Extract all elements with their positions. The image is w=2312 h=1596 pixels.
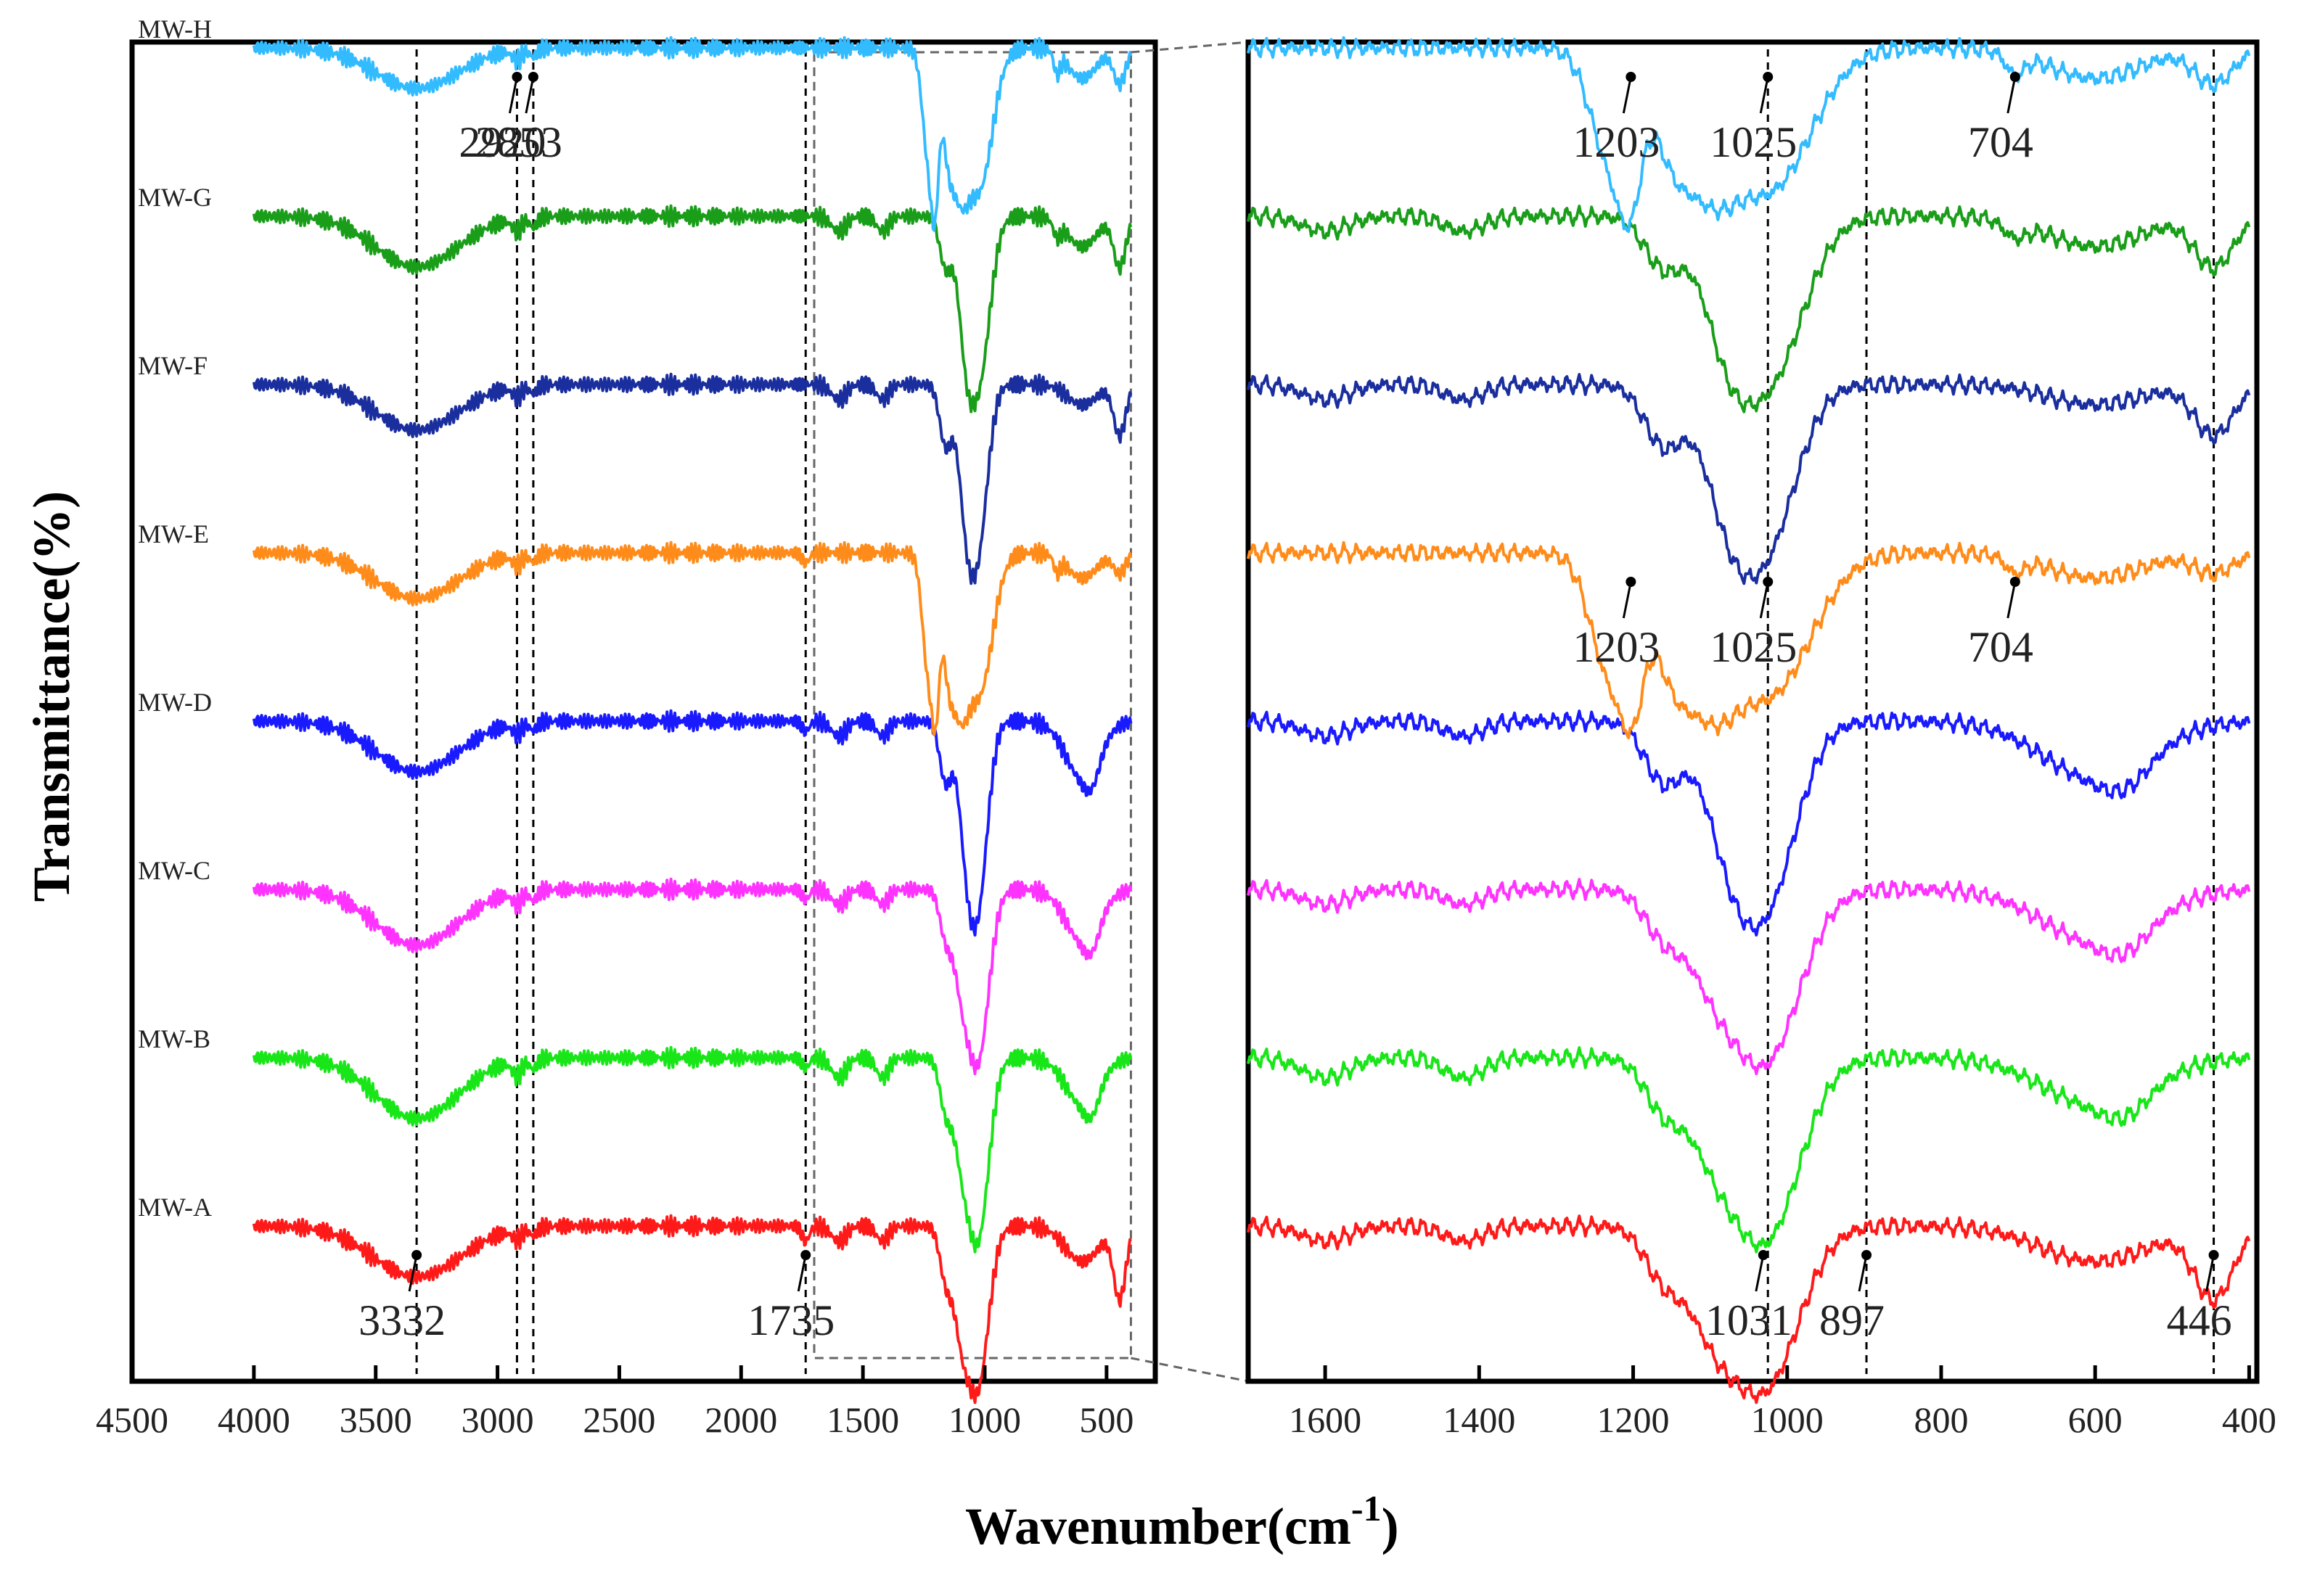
x-tick-label-3500: 3500 (340, 1399, 412, 1440)
annotation-704: 704 (1968, 118, 2033, 166)
series-line-left-mw-f (252, 372, 1133, 585)
annotation-arrowhead-3332 (411, 1250, 422, 1260)
x-axis-title: Wavenumber(cm-1) (965, 1488, 1399, 1555)
series-line-right-mw-e (1247, 540, 2251, 740)
series-label-mw-c: MW-C (138, 856, 210, 885)
x-tick-label-500: 500 (1079, 1399, 1134, 1440)
annotation-arrowhead-1735 (800, 1250, 811, 1260)
left-panel-frame (129, 39, 1158, 1384)
series-line-right-mw-g (1247, 205, 2251, 414)
series-label-mw-f: MW-F (138, 351, 208, 380)
series-line-left-mw-b (252, 1045, 1133, 1254)
annotation-2920: 2920 (459, 118, 546, 166)
annotation-arrow-2853 (525, 76, 535, 114)
annotation-2853: 2853 (475, 118, 562, 166)
series-label-mw-h: MW-H (138, 15, 212, 44)
right-panel-frame (1245, 39, 2260, 1384)
annotation-arrowhead-704 (2009, 72, 2020, 82)
annotation-arrow-1203 (1622, 76, 1632, 114)
annotation-arrow-704 (2006, 76, 2017, 114)
zoom-connectors (1131, 41, 1249, 1383)
x-tick-label-4000: 4000 (218, 1399, 290, 1440)
series-line-left-mw-h (252, 36, 1133, 232)
annotation-1025: 1025 (1710, 623, 1797, 671)
x-tick-label-800: 800 (1914, 1399, 1968, 1440)
series-line-right-mw-h (1247, 36, 2251, 234)
annotation-arrow-3332 (408, 1254, 418, 1292)
y-axis-title: Transmittance(%) (22, 491, 81, 902)
series-label-mw-a: MW-A (138, 1193, 212, 1222)
x-tick-label-2000: 2000 (705, 1399, 777, 1440)
annotation-arrow-1025 (1759, 76, 1769, 114)
x-tick-label-1500: 1500 (827, 1399, 899, 1440)
annotation-1203: 1203 (1573, 623, 1660, 671)
annotation-704: 704 (1968, 623, 2033, 671)
series-label-mw-d: MW-D (138, 688, 212, 717)
x-axis-title-close: ) (1382, 1497, 1399, 1555)
x-tick-label-600: 600 (2068, 1399, 2123, 1440)
series-label-mw-b: MW-B (138, 1024, 210, 1053)
x-tick-label-1600: 1600 (1289, 1399, 1361, 1440)
annotation-arrow-704 (2006, 581, 2017, 619)
x-tick-label-1000: 1000 (1751, 1399, 1824, 1440)
series-line-right-mw-b (1247, 1046, 2251, 1254)
annotation-1735: 1735 (747, 1296, 835, 1344)
annotation-446: 446 (2167, 1296, 2232, 1344)
annotation-arrowhead-1025 (1763, 72, 1774, 82)
annotation-1203: 1203 (1573, 118, 1660, 166)
annotation-arrowhead-2920 (512, 72, 522, 82)
annotation-3332: 3332 (358, 1296, 446, 1344)
x-tick-label-400: 400 (2222, 1399, 2276, 1440)
annotation-897: 897 (1819, 1296, 1885, 1344)
annotation-arrowhead-2853 (528, 72, 538, 82)
x-axis-title-main: Wavenumber(cm (965, 1497, 1351, 1555)
series-line-right-mw-f (1247, 373, 2251, 585)
annotation-arrowhead-897 (1861, 1250, 1872, 1260)
series-label-mw-e: MW-E (138, 519, 209, 548)
annotation-arrow-446 (2205, 1254, 2215, 1292)
annotation-arrowhead-1031 (1758, 1250, 1768, 1260)
annotation-arrowhead-1025 (1763, 577, 1774, 587)
x-tick-label-1200: 1200 (1597, 1399, 1670, 1440)
annotation-arrowhead-1203 (1626, 72, 1636, 82)
series-label-mw-g: MW-G (138, 183, 212, 212)
left-panel: MW-A MW-B MW-C MW-D MW-E MW-F MW-G MW-H 2920285… (96, 15, 1158, 1440)
series-line-left-mw-g (252, 204, 1133, 414)
zoom-connector-bottom (1131, 1357, 1249, 1383)
x-tick-label-3000: 3000 (462, 1399, 534, 1440)
annotation-arrow-1735 (797, 1254, 807, 1292)
series-line-left-mw-d (252, 709, 1133, 937)
series-line-left-mw-c (252, 877, 1133, 1076)
series-line-left-mw-e (252, 540, 1133, 736)
series-line-right-mw-d (1247, 709, 2251, 937)
x-tick-label-1400: 1400 (1443, 1399, 1515, 1440)
annotation-arrowhead-446 (2208, 1250, 2219, 1260)
annotation-arrow-1025 (1759, 581, 1769, 619)
annotation-arrowhead-1203 (1626, 577, 1636, 587)
annotation-arrow-1031 (1755, 1254, 1765, 1292)
annotation-1031: 1031 (1705, 1296, 1792, 1344)
x-tick-label-2500: 2500 (583, 1399, 655, 1440)
right-panel: 1203 1025 704 1203 1025 704 1031 897 446 1600 140… (1245, 36, 2276, 1440)
zoom-connector-top (1131, 41, 1249, 54)
annotation-arrowhead-704 (2009, 577, 2020, 587)
x-axis-title-superscript: -1 (1351, 1488, 1382, 1529)
series-line-left-mw-a (252, 1214, 1133, 1404)
series-line-right-mw-a (1247, 1214, 2251, 1404)
x-tick-label-1000: 1000 (948, 1399, 1021, 1440)
annotation-arrow-1203 (1622, 581, 1632, 619)
annotation-1025: 1025 (1710, 118, 1797, 166)
annotation-arrow-897 (1858, 1254, 1868, 1292)
annotation-arrow-2920 (508, 76, 518, 114)
x-tick-label-4500: 4500 (96, 1399, 168, 1440)
series-line-right-mw-c (1247, 878, 2251, 1076)
